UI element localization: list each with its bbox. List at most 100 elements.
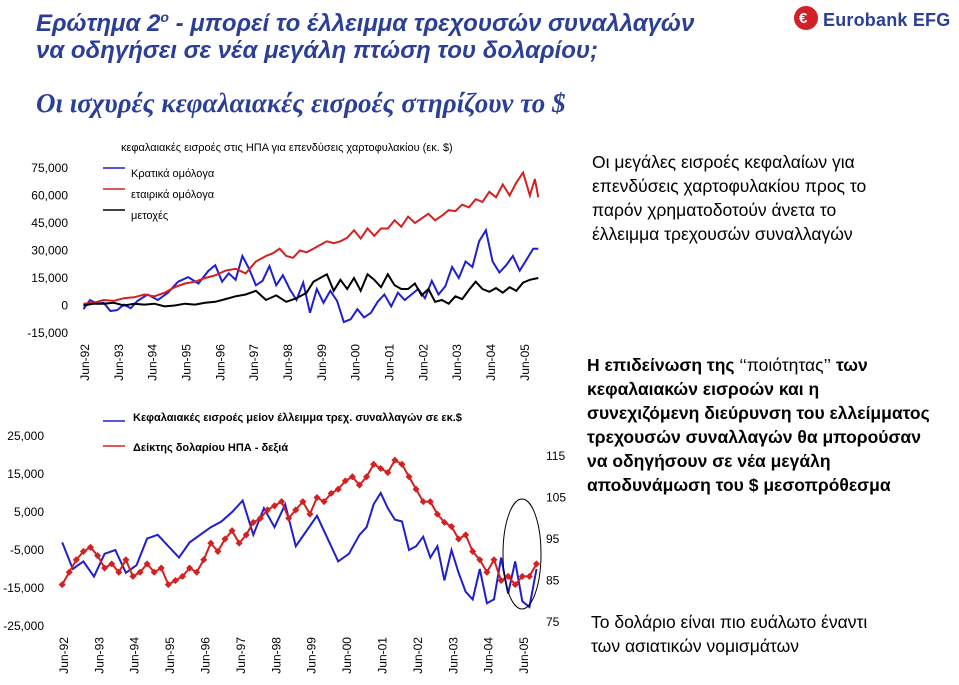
chart2-y2-tick: 75 <box>546 615 560 629</box>
chart2-x-tick: Jun-94 <box>128 637 142 674</box>
chart2-marker <box>94 552 102 560</box>
chart2-marker <box>164 581 172 589</box>
chart2-y-tick: -15,000 <box>3 581 44 595</box>
chart2-legend-label: Δείκτης δολαρίου ΗΠΑ - δεξιά <box>133 442 288 454</box>
chart2-x-tick: Jun-92 <box>57 637 71 674</box>
chart2-marker <box>256 514 264 522</box>
chart1-x-tick: Jun-95 <box>180 344 194 381</box>
chart1-x-tick: Jun-93 <box>112 344 126 381</box>
chart2-marker <box>186 564 194 572</box>
chart2-y2-tick: 85 <box>546 574 560 588</box>
chart2-marker <box>285 514 293 522</box>
chart2-x-tick: Jun-00 <box>340 637 354 674</box>
chart1-y-tick: 0 <box>61 299 68 313</box>
chart2-marker <box>129 572 137 580</box>
chart2-x-tick: Jun-97 <box>234 637 248 674</box>
chart2-x-tick: Jun-99 <box>305 637 319 674</box>
chart2-marker <box>525 572 533 580</box>
chart2-x-tick: Jun-02 <box>411 637 425 674</box>
chart2-marker <box>235 539 243 547</box>
chart1-x-tick: Jun-02 <box>416 344 430 381</box>
chart2-marker <box>299 498 307 506</box>
chart2-marker <box>440 518 448 526</box>
chart2-marker <box>327 489 335 497</box>
chart2-x-tick: Jun-98 <box>269 637 283 674</box>
chart2-marker <box>355 481 364 489</box>
chart2-marker <box>249 518 257 526</box>
chart2-marker <box>419 498 427 506</box>
chart2-x-tick: Jun-96 <box>199 637 213 674</box>
chart2-marker <box>398 460 406 468</box>
chart1-x-tick: Jun-98 <box>281 344 295 381</box>
chart2-marker <box>504 572 512 580</box>
chart2-marker <box>511 581 519 589</box>
chart2-marker <box>292 506 300 514</box>
chart1-x-tick: Jun-03 <box>450 344 464 381</box>
chart1-series-line <box>82 227 539 324</box>
chart2-y-tick: 5,000 <box>14 505 44 519</box>
chart2-y-tick: 15,000 <box>7 467 44 481</box>
chart1-y-tick: 75,000 <box>31 161 68 175</box>
chart1-y-tick: 30,000 <box>31 244 68 258</box>
chart2-marker <box>532 560 540 568</box>
chart1-legend-label: Κρατικά ομόλογα <box>131 168 215 180</box>
note-quality-deterioration: Η επιδείνωση της ‘‘ποιότητας’’ των κεφαλ… <box>587 355 930 495</box>
chart2-marker <box>405 473 413 481</box>
chart2-marker <box>469 547 477 555</box>
chart2-marker <box>412 485 420 493</box>
note-asian-currencies: Το δολάριο είναι πιο ευάλωτο έναντι των … <box>591 612 868 656</box>
title-line2: να οδηγήσει σε νέα μεγάλη πτώση του δολα… <box>36 37 599 64</box>
chart2-marker <box>58 581 66 589</box>
chart2-marker <box>313 493 321 502</box>
chart2-marker <box>122 556 130 564</box>
chart2-x-tick: Jun-95 <box>163 637 177 674</box>
chart2-marker <box>72 556 80 564</box>
chart2-marker <box>384 469 392 477</box>
chart2-marker <box>462 531 470 539</box>
chart2-marker <box>242 531 250 539</box>
chart2-marker <box>370 460 378 468</box>
chart1-y-tick: 15,000 <box>31 271 68 285</box>
chart2-marker <box>341 477 349 485</box>
chart1-x-tick: Jun-00 <box>349 344 363 381</box>
chart2-x-tick: Jun-93 <box>92 637 106 674</box>
chart2-marker <box>320 498 328 506</box>
chart2-marker <box>433 510 441 518</box>
chart1-legend-label: μετοχές <box>131 210 168 222</box>
chart1-x-tick: Jun-97 <box>247 344 261 381</box>
chart2-marker <box>483 568 491 576</box>
chart2-marker <box>228 527 236 535</box>
chart1-y-tick: -15,000 <box>27 326 68 340</box>
page-title: Ερώτημα 2ο - μπορεί το έλλειμμα τρεχουσώ… <box>36 4 756 64</box>
chart2-x-tick: Jun-04 <box>482 637 496 674</box>
title-superscript: ο <box>160 9 169 25</box>
chart2-y2-tick: 115 <box>546 449 565 463</box>
chart2-marker <box>518 572 526 580</box>
chart2-marker <box>214 547 222 555</box>
chart2-marker <box>143 560 151 568</box>
chart2-marker <box>101 564 109 572</box>
chart2-marker <box>497 576 505 585</box>
chart2-marker <box>363 473 371 481</box>
chart1-x-tick: Jun-01 <box>382 344 396 381</box>
chart2-marker <box>455 535 463 543</box>
chart2-marker <box>79 547 87 555</box>
chart2-marker <box>447 523 456 531</box>
title-line1-post: - μπορεί το έλλειμμα τρεχουσών συναλλαγώ… <box>168 10 695 37</box>
highlight-ellipse <box>502 498 542 610</box>
chart2-marker <box>178 572 187 580</box>
chart2-x-tick: Jun-05 <box>517 637 531 674</box>
chart1-x-tick: Jun-99 <box>315 344 329 381</box>
chart2-series-line <box>61 490 538 609</box>
chart2-x-tick: Jun-01 <box>375 637 389 674</box>
page-subtitle: Οι ισχυρές κεφαλαιακές εισροές στηρίζουν… <box>36 88 566 118</box>
chart2-marker <box>171 576 179 585</box>
chart2-y-tick: 25,000 <box>7 429 44 443</box>
chart1-series-line <box>83 272 539 308</box>
chart1-y-tick: 45,000 <box>31 216 68 230</box>
chart1-x-tick: Jun-04 <box>484 344 498 381</box>
eurobank-logo-icon: € <box>794 6 818 30</box>
chart2-marker <box>207 539 215 547</box>
chart2-y-tick: -5,000 <box>10 543 44 557</box>
